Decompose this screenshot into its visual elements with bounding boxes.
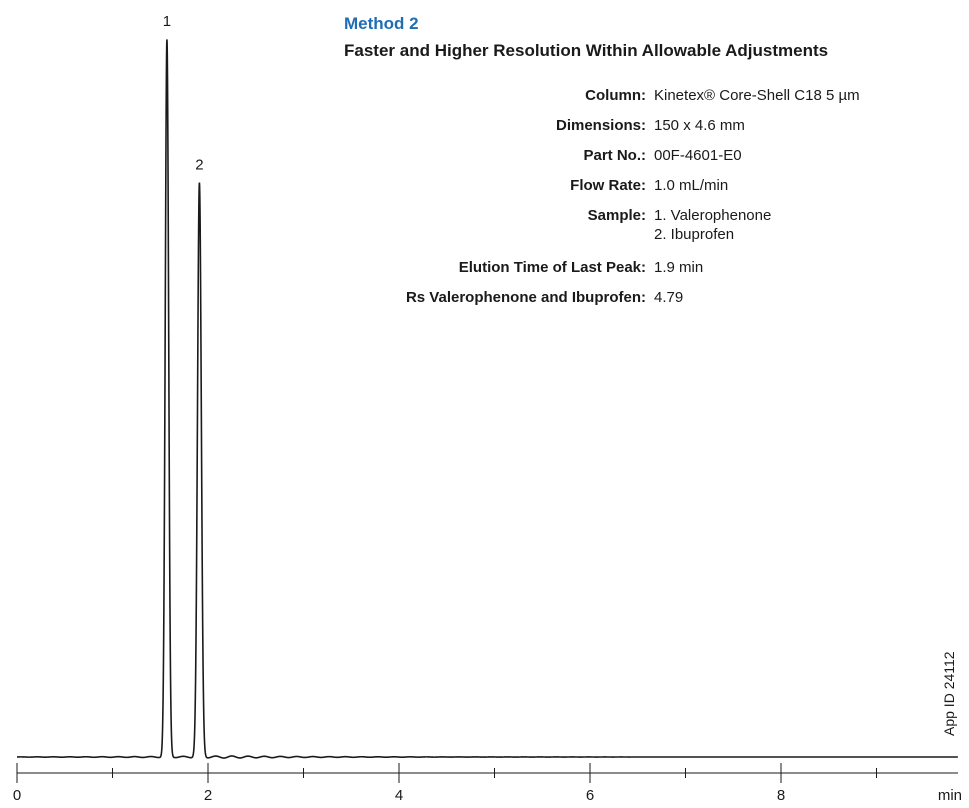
x-axis-unit-label: min	[938, 787, 962, 804]
param-label: Column:	[585, 87, 646, 104]
param-label: Flow Rate:	[570, 177, 646, 194]
param-value: 4.79	[654, 289, 684, 306]
chromatogram-trace	[16, 39, 958, 759]
peak-label: 1	[163, 13, 171, 30]
param-value: 150 x 4.6 mm	[654, 117, 745, 134]
param-value: Kinetex® Core-Shell C18 5 µm	[654, 87, 860, 104]
param-value: 00F-4601-E0	[654, 147, 742, 164]
param-label: Dimensions:	[555, 117, 646, 134]
param-label: Elution Time of Last Peak:	[458, 259, 646, 276]
sample-item: 2. Ibuprofen	[654, 226, 735, 243]
tick-label: 0	[13, 787, 21, 804]
peak-labels: 12	[163, 13, 204, 173]
x-axis-ticks: 0 2 4 6 8	[13, 763, 877, 804]
tick-label: 6	[586, 787, 594, 804]
tick-label: 4	[395, 787, 403, 804]
param-value: 1.0 mL/min	[654, 177, 729, 194]
param-value: 1.9 min	[654, 259, 704, 276]
app-id-label: App ID 24112	[941, 651, 957, 736]
method-subtitle: Faster and Higher Resolution Within Allo…	[344, 41, 829, 60]
param-label: Part No.:	[583, 147, 646, 164]
param-label: Sample:	[587, 207, 646, 224]
method-header: Method 2 Faster and Higher Resolution Wi…	[344, 14, 964, 62]
param-label: Rs Valerophenone and Ibuprofen:	[405, 289, 646, 306]
method-title: Method 2	[344, 14, 419, 33]
tick-label: 2	[204, 787, 212, 804]
sample-item: 1. Valerophenone	[654, 207, 772, 224]
peak-label: 2	[195, 156, 203, 173]
tick-label: 8	[777, 787, 785, 804]
param-value: 1. Valerophenone 2. Ibuprofen	[654, 206, 771, 244]
